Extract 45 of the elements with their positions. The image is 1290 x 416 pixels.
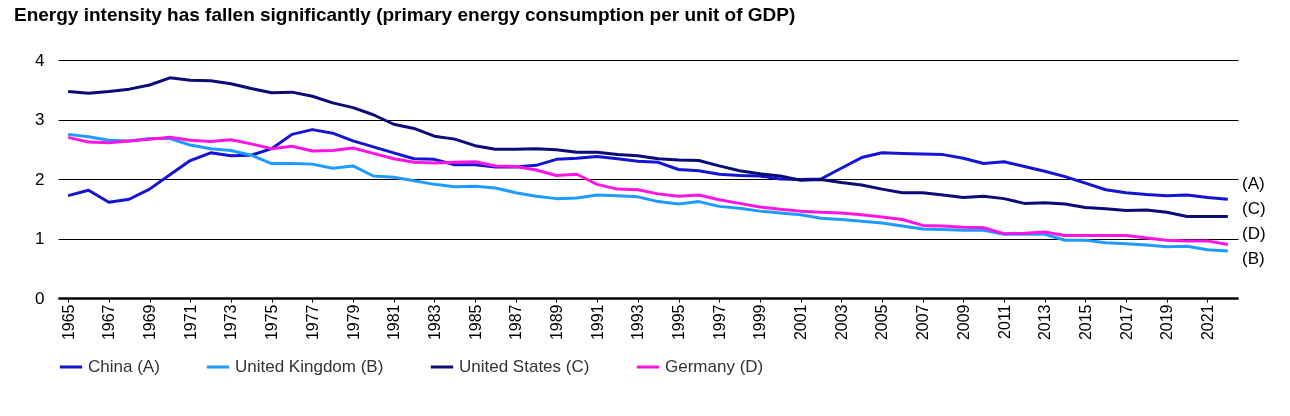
x-tick-label: 2013	[1036, 304, 1054, 341]
x-tick-label: 2001	[792, 304, 810, 341]
y-tick-label: 2	[35, 169, 45, 189]
legend-label: Germany (D)	[665, 357, 764, 376]
x-tick-label: 1999	[751, 304, 769, 341]
x-tick-label: 1995	[670, 304, 688, 341]
text: (D)	[1242, 224, 1266, 243]
legend-label: United States (C)	[459, 357, 590, 376]
x-tick-label: 2017	[1117, 304, 1135, 341]
x-tick-label: 2021	[1198, 304, 1216, 341]
x-tick-label: 1975	[263, 304, 281, 341]
x-tick-label: 1981	[385, 304, 403, 341]
x-tick-label: 2005	[873, 304, 891, 341]
x-tick-label: 1983	[425, 304, 443, 341]
y-tick-label: 3	[35, 110, 45, 129]
x-tick-label: 1991	[588, 304, 606, 341]
x-tick-label: 1969	[141, 304, 159, 341]
x-tick-label: 2007	[914, 304, 932, 341]
x-tick-label: 2003	[832, 304, 850, 341]
text: (B)	[1242, 249, 1265, 268]
y-tick-label: 1	[35, 229, 45, 248]
legend-label: United Kingdom (B)	[235, 357, 384, 376]
line-series	[66, 76, 1230, 218]
line-series	[66, 128, 1230, 204]
legend-label: China (A)	[88, 357, 160, 376]
text: (C)	[1242, 199, 1266, 218]
x-tick-label: 1971	[181, 304, 199, 341]
text: (A)	[1242, 174, 1265, 193]
x-tick-label: 1997	[710, 304, 728, 341]
x-tick-label: 2009	[954, 304, 972, 341]
x-tick-label: 1989	[547, 304, 565, 341]
x-tick-label: 1965	[59, 304, 77, 341]
x-tick-label: 2019	[1158, 304, 1176, 341]
x-tick-label: 1977	[303, 304, 321, 341]
x-tick-label: 1967	[100, 304, 118, 341]
y-tick-label: 4	[35, 50, 45, 70]
x-tick-label: 2011	[995, 304, 1013, 339]
x-tick-label: 1973	[222, 304, 240, 341]
x-tick-label: 1985	[466, 304, 484, 341]
x-tick-label: 1979	[344, 304, 362, 341]
x-tick-label: 2015	[1076, 304, 1094, 341]
y-tick-label: 0	[35, 288, 45, 308]
x-tick-label: 1993	[629, 304, 647, 341]
x-tick-label: 1987	[507, 304, 525, 341]
chart-title: Energy intensity has fallen significantly (primary energy consumption per unit of GDP)	[14, 4, 796, 25]
